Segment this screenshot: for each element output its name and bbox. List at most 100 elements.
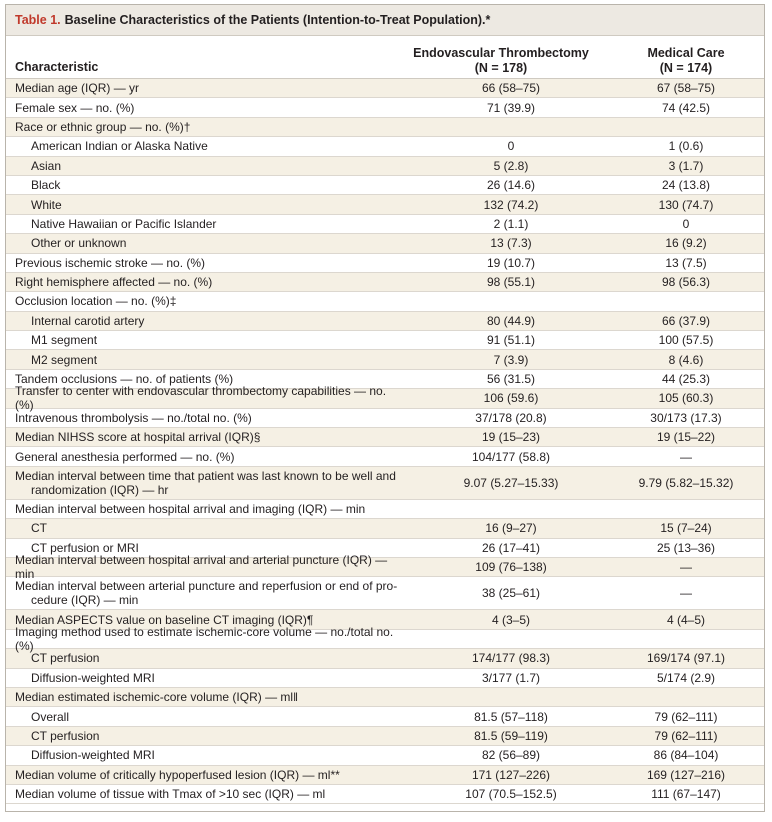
row-label-cell: General anesthesia performed — no. (%)	[6, 447, 406, 465]
row-label-cell: American Indian or Alaska Native	[6, 137, 406, 155]
value-medical-care: 98 (56.3)	[661, 275, 711, 290]
value-thrombectomy: 16 (9–27)	[485, 521, 537, 536]
row-label-cell: Right hemisphere affected — no. (%)	[6, 273, 406, 291]
table-row: Median age (IQR) — yr 66 (58–75) 67 (58–75…	[6, 79, 764, 99]
value-thrombectomy: 3/177 (1.7)	[481, 670, 541, 685]
table-row: Diffusion-weighted MRI 3/177 (1.7) 5/174 (…	[6, 669, 764, 688]
row-label: Median interval between arterial punctur…	[15, 579, 398, 594]
header-group-thrombectomy-name: Endovascular Thrombectomy	[413, 46, 589, 60]
table-row: Median interval between hospital arrival…	[6, 500, 764, 520]
value-thrombectomy: 2 (1.1)	[493, 216, 529, 231]
value-medical-care: 0	[682, 216, 690, 231]
value-thrombectomy: 7 (3.9)	[493, 352, 529, 367]
value-thrombectomy: 38 (25–61)	[481, 586, 541, 601]
row-label-continued: cedure (IQR) — min	[31, 593, 139, 608]
value-medical-care	[596, 118, 764, 136]
value-thrombectomy: 132 (74.2)	[483, 197, 539, 212]
table-row: Imaging method used to estimate ischemic…	[6, 625, 764, 653]
row-label-cell: Asian	[6, 157, 406, 175]
value-medical-care	[596, 630, 764, 648]
value-thrombectomy	[406, 118, 596, 136]
value-medical-care: 169/174 (97.1)	[646, 651, 726, 666]
table-row: Female sex — no. (%) 71 (39.9) 74 (42.5)	[6, 98, 764, 118]
row-label: Black	[31, 178, 61, 193]
value-thrombectomy: 107 (70.5–152.5)	[465, 787, 557, 802]
value-thrombectomy: 71 (39.9)	[486, 100, 536, 115]
value-medical-care: 16 (9.2)	[665, 236, 707, 251]
header-group-thrombectomy: Endovascular Thrombectomy (N = 178)	[386, 46, 616, 76]
value-thrombectomy: 26 (17–41)	[481, 540, 541, 555]
value-medical-care: 15 (7–24)	[660, 521, 712, 536]
table-row: Median interval between time that patien…	[6, 466, 764, 500]
row-label-cell: M1 segment	[6, 331, 406, 349]
row-label: Median interval between hospital arrival…	[15, 553, 388, 582]
row-label-cell: Intravenous thrombolysis — no./total no.…	[6, 409, 406, 427]
row-label: Median age (IQR) — yr	[15, 81, 140, 96]
header-group-medical-care: Medical Care (N = 174)	[606, 46, 766, 76]
table-label: Table 1.	[15, 13, 61, 27]
table-row: Native Hawaiian or Pacific Islander 2 (1.…	[6, 215, 764, 235]
value-thrombectomy: 98 (55.1)	[486, 275, 536, 290]
table-row: CT perfusion 174/177 (98.3) 169/174 (97.1)	[6, 649, 764, 669]
row-label: Internal carotid artery	[31, 313, 145, 328]
value-medical-care: 66 (37.9)	[661, 313, 711, 328]
value-thrombectomy: 82 (56–89)	[481, 748, 541, 763]
value-thrombectomy: 37/178 (20.8)	[475, 410, 547, 425]
row-label: General anesthesia performed — no. (%)	[15, 449, 235, 464]
row-label-wrap: Median interval between arterial punctur…	[15, 579, 397, 607]
value-medical-care: 3 (1.7)	[668, 158, 704, 173]
row-label-cell: CT	[6, 519, 406, 537]
row-label-cell: Diffusion-weighted MRI	[6, 746, 406, 764]
header-group-medical-care-n: (N = 174)	[659, 61, 713, 75]
value-medical-care: 44 (25.3)	[661, 372, 711, 387]
value-thrombectomy: 66 (58–75)	[481, 81, 541, 96]
value-medical-care: —	[680, 449, 692, 464]
row-label: M2 segment	[31, 352, 98, 367]
row-label-cell: Tandem occlusions — no. of patients (%)	[6, 370, 406, 388]
value-medical-care: 5/174 (2.9)	[656, 670, 716, 685]
value-thrombectomy: 4 (3–5)	[491, 612, 531, 627]
value-medical-care: 79 (62–111)	[654, 728, 718, 743]
table-row: CT perfusion or MRI 26 (17–41) 25 (13–36)	[6, 539, 764, 558]
value-thrombectomy: 0	[507, 139, 515, 154]
table-row: American Indian or Alaska Native 0 1 (0.6)	[6, 137, 764, 157]
table-row: General anesthesia performed — no. (%) 10…	[6, 447, 764, 467]
value-medical-care: 24 (13.8)	[661, 178, 711, 193]
value-medical-care: 8 (4.6)	[668, 352, 704, 367]
value-thrombectomy	[406, 688, 596, 706]
row-label: Median NIHSS score at hospital arrival (…	[15, 430, 261, 445]
value-medical-care: 105 (60.3)	[658, 391, 714, 406]
row-label: White	[31, 197, 62, 212]
row-label-cell: Previous ischemic stroke — no. (%)	[6, 254, 406, 272]
row-label: CT perfusion or MRI	[31, 540, 139, 555]
value-thrombectomy: 13 (7.3)	[490, 236, 532, 251]
value-medical-care: 13 (7.5)	[665, 255, 707, 270]
value-medical-care: 30/173 (17.3)	[650, 410, 722, 425]
row-label-cell: Overall	[6, 707, 406, 725]
row-label-wrap: Median interval between time that patien…	[15, 469, 396, 497]
row-label-cell: Occlusion location — no. (%)‡	[6, 292, 406, 310]
table-row: CT 16 (9–27) 15 (7–24)	[6, 519, 764, 539]
row-label-cell: Internal carotid artery	[6, 312, 406, 330]
value-medical-care: 169 (127–216)	[646, 767, 726, 782]
value-medical-care: 1 (0.6)	[668, 139, 704, 154]
table-row: Diffusion-weighted MRI 82 (56–89) 86 (84–1…	[6, 746, 764, 766]
table-frame: Table 1. Baseline Characteristics of the…	[5, 4, 765, 812]
value-thrombectomy: 5 (2.8)	[493, 158, 529, 173]
row-label-cell: Median interval between arterial punctur…	[6, 577, 406, 609]
table-body: Median age (IQR) — yr 66 (58–75) 67 (58–75…	[6, 79, 764, 805]
row-label: CT	[31, 521, 47, 536]
table-row: Race or ethnic group — no. (%)†	[6, 117, 764, 138]
row-label: Diffusion-weighted MRI	[31, 748, 155, 763]
table-row: Median estimated ischemic-core volume (I…	[6, 687, 764, 708]
row-label: CT perfusion	[31, 728, 100, 743]
row-label-continued: randomization (IQR) — hr	[31, 482, 169, 497]
row-label: Median ASPECTS value on baseline CT imag…	[15, 612, 314, 627]
table-title: Baseline Characteristics of the Patients…	[64, 13, 491, 27]
row-label: Median interval between time that patien…	[15, 468, 396, 483]
row-label-cell: Median age (IQR) — yr	[6, 79, 406, 97]
row-label-cell: Median ASPECTS value on baseline CT imag…	[6, 610, 406, 628]
table-row: Transfer to center with endovascular thr…	[6, 384, 764, 412]
value-medical-care: 100 (57.5)	[658, 333, 714, 348]
table-row: Asian 5 (2.8) 3 (1.7)	[6, 156, 764, 176]
